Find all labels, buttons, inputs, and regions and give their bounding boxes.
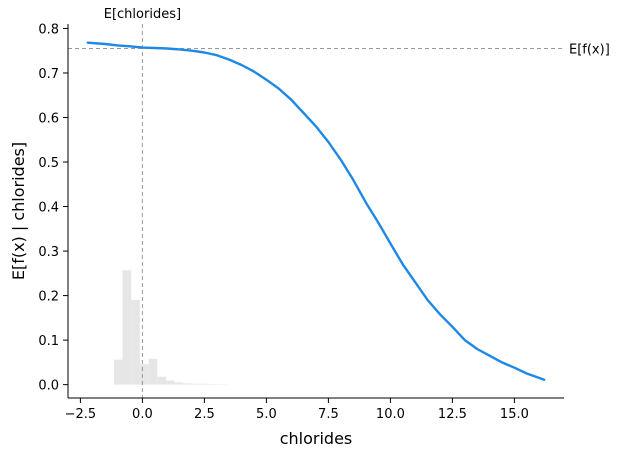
histogram bbox=[113, 270, 227, 385]
y-tick-label: 0.7 bbox=[38, 67, 59, 82]
x-tick-label: 10.0 bbox=[376, 407, 405, 422]
y-tick-label: 0.5 bbox=[38, 156, 59, 171]
vertical-reference-label: E[chlorides] bbox=[104, 7, 181, 22]
y-tick-label: 0.8 bbox=[38, 22, 59, 37]
x-tick-label: 5.0 bbox=[256, 407, 277, 422]
y-axis-label: E[f(x) | chlorides] bbox=[9, 142, 28, 280]
histogram-bar bbox=[131, 300, 140, 385]
horizontal-reference-label: E[f(x)] bbox=[569, 42, 610, 57]
x-tick-label: 12.5 bbox=[438, 407, 467, 422]
y-tick-label: 0.3 bbox=[38, 245, 59, 260]
series-layer bbox=[86, 41, 546, 381]
x-axis-label: chlorides bbox=[280, 429, 353, 448]
y-tick-label: 0.2 bbox=[38, 290, 59, 305]
histogram-bar bbox=[174, 382, 184, 385]
reference-lines bbox=[68, 24, 564, 398]
x-tick-label: 15.0 bbox=[500, 407, 529, 422]
histogram-bar bbox=[165, 380, 175, 385]
histogram-bar bbox=[139, 364, 149, 385]
histogram-bar bbox=[183, 383, 192, 385]
x-tick-label: −2.5 bbox=[65, 407, 97, 422]
histogram-bar bbox=[200, 383, 210, 385]
y-tick-label: 0.6 bbox=[38, 112, 59, 127]
x-tick-label: 7.5 bbox=[318, 407, 339, 422]
histogram-bar bbox=[122, 270, 132, 385]
axes: −2.5 0.0 2.5 5.0 7.5 10.0 12.5 15.0 0.0 0.1 0.2 0.3… bbox=[38, 22, 564, 422]
x-tick-label: 2.5 bbox=[194, 407, 215, 422]
y-tick-label: 0.4 bbox=[38, 201, 59, 216]
y-tick-label: 0.0 bbox=[38, 379, 59, 394]
y-tick-label: 0.1 bbox=[38, 334, 59, 349]
histogram-bar bbox=[157, 376, 166, 385]
histogram-bar bbox=[113, 359, 123, 385]
x-tick-label: 0.0 bbox=[132, 407, 153, 422]
series-line bbox=[86, 41, 546, 381]
histogram-bar bbox=[192, 383, 201, 385]
histogram-bar bbox=[148, 358, 158, 385]
